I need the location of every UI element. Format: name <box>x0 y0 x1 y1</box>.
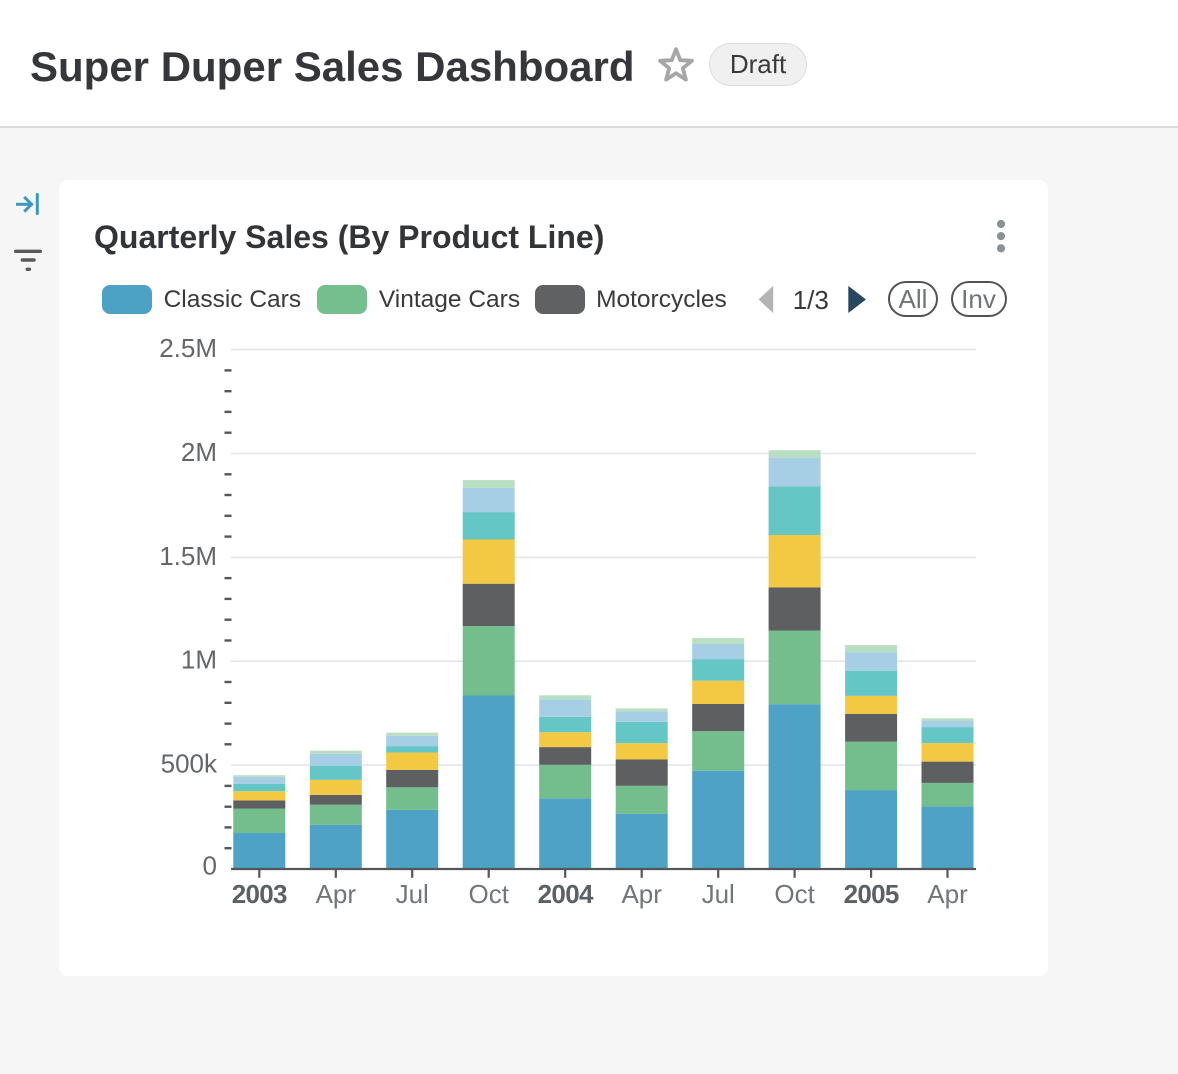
svg-text:Jul: Jul <box>702 879 735 909</box>
svg-text:Apr: Apr <box>927 879 968 909</box>
svg-text:Oct: Oct <box>774 879 815 909</box>
svg-text:500k: 500k <box>161 749 218 779</box>
svg-text:1/3: 1/3 <box>793 285 829 315</box>
svg-text:2003: 2003 <box>232 879 287 909</box>
svg-text:0: 0 <box>203 850 217 880</box>
svg-text:Apr: Apr <box>316 879 357 909</box>
svg-text:Oct: Oct <box>468 879 509 909</box>
svg-text:Apr: Apr <box>621 879 662 909</box>
svg-text:2M: 2M <box>181 437 217 467</box>
svg-text:1.5M: 1.5M <box>159 541 217 571</box>
svg-text:Jul: Jul <box>396 879 429 909</box>
svg-text:1M: 1M <box>181 645 217 675</box>
svg-text:2005: 2005 <box>844 879 899 909</box>
svg-text:2.5M: 2.5M <box>159 333 217 363</box>
svg-text:2004: 2004 <box>538 879 594 909</box>
